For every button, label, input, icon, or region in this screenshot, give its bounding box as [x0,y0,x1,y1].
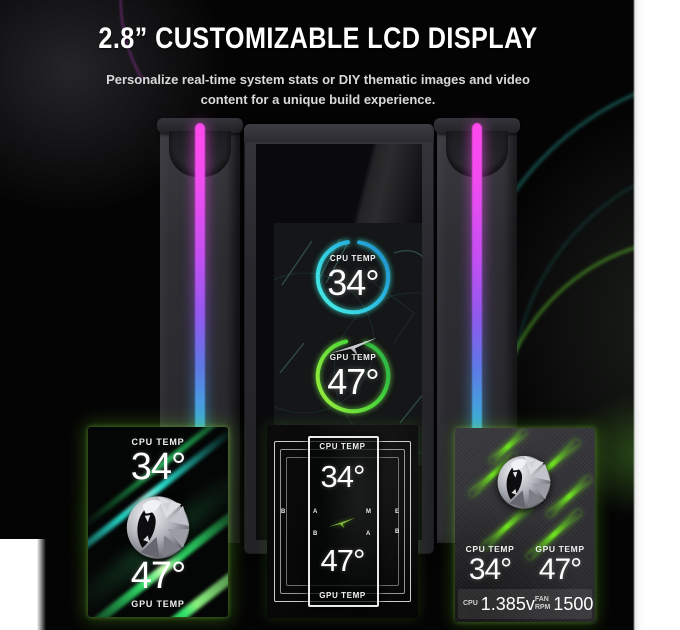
rgb-light-strip [472,123,482,543]
fan-rpm-stat: FAN RPM 1500 [535,594,594,615]
fan-rpm-label: FAN RPM [534,596,551,611]
temp-readouts: CPU TEMP 34° GPU TEMP 47° [455,544,595,586]
gpu-temp-label: GPU TEMP [329,353,377,362]
page-background-bottom-left [0,539,46,630]
cpu-temp-label: CPU TEMP [465,544,515,554]
deco-letter: A [313,509,318,515]
cpu-temp-label: CPU TEMP [131,437,185,447]
deco-letter: A [366,531,371,537]
module-top-bezel [244,124,434,142]
deco-letter: B [395,529,400,535]
gpu-temp-value: 47° [130,555,186,597]
gpu-temp-value: 47° [327,361,379,402]
gpu-temp-label: GPU TEMP [535,544,585,554]
cpu-temp-value: 34° [130,446,186,488]
photo-background: 2.8” CUSTOMIZABLE LCD DISPLAY Personaliz… [0,0,636,630]
deco-letter: E [395,509,400,515]
page-title: 2.8” CUSTOMIZABLE LCD DISPLAY [98,22,538,55]
lion-head-logo-icon [491,448,557,514]
fan-rpm-value: 1500 [553,593,594,614]
cpu-temp-value: 34° [468,553,512,586]
cpu-temp-value: 34° [327,262,379,303]
center-screen-outline [308,436,379,607]
rgb-light-strip [195,123,205,543]
lcd-theme-panel-diagonal: CPU TEMP 34° 47° GPU TEMP [88,427,228,617]
gpu-temp-gauge: GPU TEMP 47° [313,336,393,416]
gpu-temp-label: GPU TEMP [131,599,185,609]
cpu-temp-gauge: CPU TEMP 34° [313,237,393,317]
gpu-temp-readout: GPU TEMP 47° [525,544,595,586]
cpu-temp-label: CPU TEMP [329,254,377,263]
cpu-voltage-label: CPU [463,600,478,608]
lcd-screen: CPU TEMP 34° GPU TEMP 47° [274,223,422,465]
lion-head-logo-icon [119,487,197,565]
cpu-temp-value: 34° [320,459,366,494]
deco-letter: B [281,509,286,515]
deco-letter: B [313,531,318,537]
deco-letter: M [366,509,371,515]
paper-plane-logo-icon [328,516,356,529]
cpu-voltage-stat: CPU 1.385v [463,594,535,615]
gpu-temp-value: 47° [538,553,582,586]
cpu-ring-icon [315,239,391,315]
page-subtitle: Personalize real-time system stats or DI… [106,72,530,108]
paper-plane-logo-icon [330,335,378,357]
lcd-theme-panel-frames: B E B A M B A CPU TEMP 34° 47° GPU TEMP [267,425,418,618]
stats-strip: CPU 1.385v FAN RPM 1500 [458,589,594,619]
cpu-temp-label: CPU TEMP [319,442,366,451]
lcd-theme-panel-stats: CPU TEMP 34° GPU TEMP 47° CPU 1.385v FAN… [455,428,595,622]
gpu-temp-label: GPU TEMP [319,591,366,600]
cpu-voltage-value: 1.385v [480,593,535,614]
cpu-temp-readout: CPU TEMP 34° [455,544,525,586]
gpu-temp-value: 47° [320,543,366,578]
page-background-right-strip [633,0,680,630]
